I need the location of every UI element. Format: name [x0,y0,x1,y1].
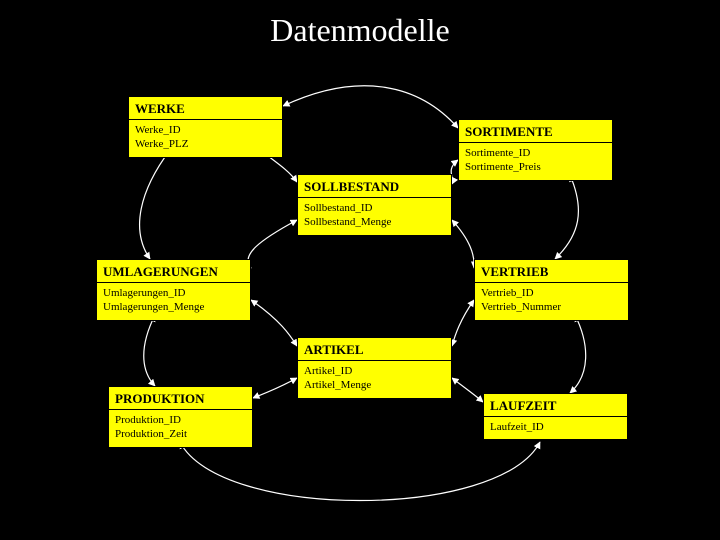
entity-row: Werke_ID [135,123,276,137]
entity-title: UMLAGERUNGEN [97,260,250,283]
entity-row: Sortimente_ID [465,146,606,160]
entity-body: Laufzeit_ID [484,417,627,439]
entity-title: ARTIKEL [298,338,451,361]
entity-row: Laufzeit_ID [490,420,621,434]
entity-body: Sollbestand_ID Sollbestand_Menge [298,198,451,235]
entity-row: Umlagerungen_ID [103,286,244,300]
entity-body: Umlagerungen_ID Umlagerungen_Menge [97,283,250,320]
entity-sollbestand: SOLLBESTAND Sollbestand_ID Sollbestand_M… [297,174,452,236]
entity-row: Sortimente_Preis [465,160,606,174]
entity-produktion: PRODUKTION Produktion_ID Produktion_Zeit [108,386,253,448]
entity-title: VERTRIEB [475,260,628,283]
entity-row: Produktion_Zeit [115,427,246,441]
entity-body: Artikel_ID Artikel_Menge [298,361,451,398]
entity-row: Vertrieb_ID [481,286,622,300]
entity-body: Sortimente_ID Sortimente_Preis [459,143,612,180]
page-title: Datenmodelle [0,0,720,49]
entity-row: Werke_PLZ [135,137,276,151]
entity-laufzeit: LAUFZEIT Laufzeit_ID [483,393,628,440]
entity-title: LAUFZEIT [484,394,627,417]
entity-artikel: ARTIKEL Artikel_ID Artikel_Menge [297,337,452,399]
entity-row: Artikel_Menge [304,378,445,392]
entity-body: Produktion_ID Produktion_Zeit [109,410,252,447]
entity-sortimente: SORTIMENTE Sortimente_ID Sortimente_Prei… [458,119,613,181]
entity-body: Werke_ID Werke_PLZ [129,120,282,157]
entity-row: Vertrieb_Nummer [481,300,622,314]
entity-umlagerungen: UMLAGERUNGEN Umlagerungen_ID Umlagerunge… [96,259,251,321]
entity-title: WERKE [129,97,282,120]
entity-title: PRODUKTION [109,387,252,410]
entity-vertrieb: VERTRIEB Vertrieb_ID Vertrieb_Nummer [474,259,629,321]
entity-row: Sollbestand_ID [304,201,445,215]
entity-title: SORTIMENTE [459,120,612,143]
entity-row: Sollbestand_Menge [304,215,445,229]
entity-title: SOLLBESTAND [298,175,451,198]
entity-body: Vertrieb_ID Vertrieb_Nummer [475,283,628,320]
entity-row: Produktion_ID [115,413,246,427]
entity-row: Artikel_ID [304,364,445,378]
entity-row: Umlagerungen_Menge [103,300,244,314]
entity-werke: WERKE Werke_ID Werke_PLZ [128,96,283,158]
